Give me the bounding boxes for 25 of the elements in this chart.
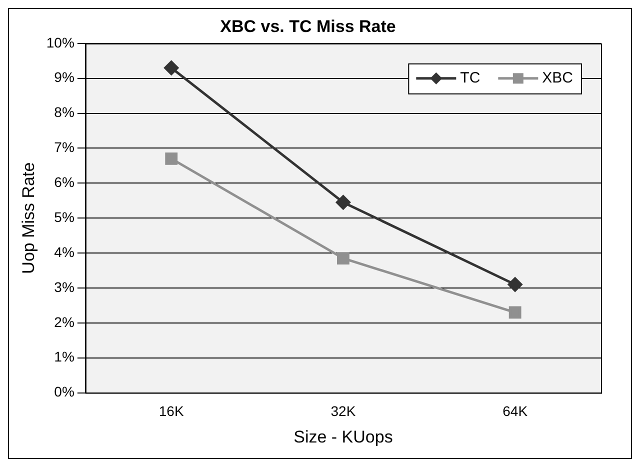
y-tick-label: 7% <box>54 139 74 156</box>
point <box>508 306 522 319</box>
y-tick-label: 2% <box>54 314 74 330</box>
y-tick-label: 10% <box>46 34 74 50</box>
y-tick-label: 8% <box>54 104 74 120</box>
y-tick-label: 4% <box>54 244 74 260</box>
y-tick-label: 1% <box>54 348 74 365</box>
y-tick-label: 3% <box>54 278 74 295</box>
y-tick-label: 6% <box>54 174 74 190</box>
x-tick-label: 32K <box>330 403 356 420</box>
y-tick-label: 5% <box>54 208 74 225</box>
x-axis-title: Size - KUops <box>294 427 393 446</box>
point <box>165 152 178 165</box>
point <box>336 195 350 210</box>
chart-title: XBC vs. TC Miss Rate <box>220 16 396 36</box>
point <box>337 252 350 264</box>
point <box>164 60 179 76</box>
y-tick-label: 9% <box>54 69 74 86</box>
y-axis-title: Uop Miss Rate <box>18 162 38 274</box>
x-tick-label: 64K <box>502 403 528 420</box>
x-tick-label: 16K <box>158 403 184 420</box>
point <box>508 277 522 292</box>
legend-label: TC <box>460 70 480 87</box>
legend-label: XBC <box>542 70 574 87</box>
y-tick-label: 0% <box>54 384 74 400</box>
